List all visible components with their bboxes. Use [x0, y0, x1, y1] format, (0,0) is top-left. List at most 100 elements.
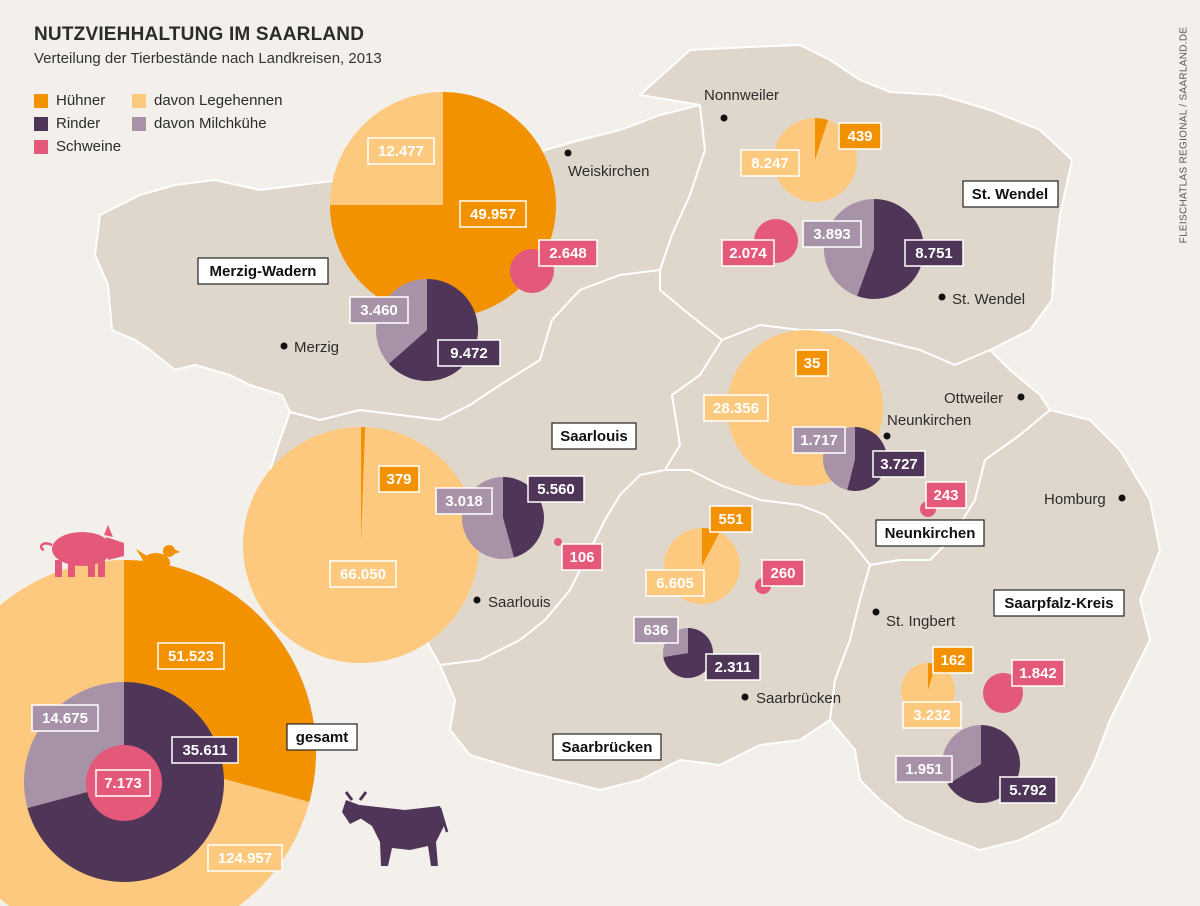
- legend-item-cattle: Rinder: [34, 115, 100, 132]
- value-label-text: 551: [718, 511, 743, 528]
- district-st-wendel: St. Wendel: [962, 180, 1059, 208]
- city-nonnweiler: Nonnweiler: [704, 87, 779, 122]
- svg-text:Neunkirchen: Neunkirchen: [887, 412, 971, 429]
- svg-text:St. Wendel: St. Wendel: [972, 186, 1048, 203]
- value-label-text: 1.717: [800, 432, 838, 449]
- district-saarbruecken: Saarbrücken: [552, 733, 662, 761]
- value-label-text: 1.842: [1019, 665, 1057, 682]
- value-label: 6.605: [645, 569, 705, 597]
- value-label-text: 124.957: [218, 850, 272, 867]
- value-label: 1.842: [1011, 659, 1065, 687]
- value-label-text: 2.648: [549, 245, 587, 262]
- value-label-text: 162: [940, 652, 965, 669]
- value-label: 1.717: [792, 426, 846, 454]
- value-label-text: 1.951: [905, 761, 943, 778]
- value-label-text: 12.477: [378, 143, 424, 160]
- pie-stwendel-chicken-part: [815, 118, 829, 160]
- value-label-text: 14.675: [42, 710, 88, 727]
- svg-text:Merzig-Wadern: Merzig-Wadern: [210, 263, 317, 280]
- district-neunkirchen: Neunkirchen: [875, 519, 985, 547]
- svg-text:Neunkirchen: Neunkirchen: [885, 525, 976, 542]
- value-label: 9.472: [437, 339, 501, 367]
- value-label: 3.018: [435, 487, 493, 515]
- city-neunkirchen: Neunkirchen: [883, 412, 971, 440]
- value-label: 35: [795, 349, 829, 377]
- value-label-text: 66.050: [340, 566, 386, 583]
- value-label: 28.356: [703, 394, 769, 422]
- value-label-text: 636: [643, 622, 668, 639]
- region-saarpfalz: [829, 409, 1161, 851]
- value-label-text: 3.460: [360, 302, 398, 319]
- city-ottweiler: Ottweiler: [944, 390, 1025, 407]
- value-label-text: 6.605: [656, 575, 694, 592]
- value-label-text: 8.751: [915, 245, 953, 262]
- pie-saarlouis-chicken-main: [242, 426, 479, 663]
- svg-text:Ottweiler: Ottweiler: [944, 390, 1003, 407]
- value-label: 49.957: [459, 200, 527, 228]
- value-labels: 12.477 49.957 2.648 3.460 9.472 439 8.247 3.893…: [31, 122, 1065, 872]
- pie-saarbruecken-chicken-part: [702, 528, 720, 566]
- legend-label-laying-hens: davon Legehennen: [154, 92, 283, 109]
- pig-icon: [40, 525, 124, 577]
- city-weiskirchen: Weiskirchen: [564, 149, 649, 180]
- value-label-text: 5.792: [1009, 782, 1047, 799]
- value-label-text: 2.074: [729, 245, 767, 262]
- city-merzig: Merzig: [280, 339, 339, 356]
- value-label: 551: [709, 505, 753, 533]
- city-saarlouis: Saarlouis: [473, 594, 551, 611]
- value-label-text: 7.173: [104, 775, 142, 792]
- value-label: 3.460: [349, 296, 409, 324]
- value-label: 379: [378, 465, 420, 493]
- value-label: 260: [761, 559, 805, 587]
- value-label: 2.648: [538, 239, 598, 267]
- district-merzig-wadern: Merzig-Wadern: [197, 257, 329, 285]
- value-label: 66.050: [329, 560, 397, 588]
- district-saarpfalz-kreis: Saarpfalz-Kreis: [993, 589, 1125, 617]
- value-label: 2.311: [705, 653, 761, 681]
- value-label: 3.893: [802, 220, 862, 248]
- district-saarlouis: Saarlouis: [551, 422, 637, 450]
- value-label: 12.477: [367, 137, 435, 165]
- svg-text:St. Ingbert: St. Ingbert: [886, 613, 956, 630]
- value-label-text: 51.523: [168, 648, 214, 665]
- value-label: 439: [838, 122, 882, 150]
- district-gesamt: gesamt: [286, 723, 358, 751]
- city-st-wendel: St. Wendel: [938, 291, 1025, 308]
- value-label-text: 35: [804, 355, 821, 372]
- legend-label-dairy-cows: davon Milchkühe: [154, 115, 267, 132]
- value-label: 8.247: [740, 149, 800, 177]
- value-label-text: 3.232: [913, 707, 951, 724]
- svg-text:Saarpfalz-Kreis: Saarpfalz-Kreis: [1004, 595, 1113, 612]
- value-label: 5.560: [527, 475, 585, 503]
- value-label-text: 28.356: [713, 400, 759, 417]
- value-label: 1.951: [895, 755, 953, 783]
- legend-item-pigs: Schweine: [34, 138, 121, 155]
- value-label-text: 3.727: [880, 456, 918, 473]
- city-labels: Nonnweiler Weiskirchen Merzig St. Wendel…: [280, 87, 1126, 707]
- svg-text:Saarbrücken: Saarbrücken: [562, 739, 653, 756]
- value-label: 243: [925, 481, 967, 509]
- value-label: 636: [633, 616, 679, 644]
- city-st-ingbert: St. Ingbert: [872, 608, 956, 630]
- legend-label-chicken: Hühner: [56, 92, 106, 109]
- pie-stwendel-chicken-main: [773, 118, 857, 202]
- value-label-text: 3.018: [445, 493, 483, 510]
- svg-text:Homburg: Homburg: [1044, 491, 1106, 508]
- value-label-text: 106: [569, 549, 594, 566]
- value-label: 3.727: [872, 450, 926, 478]
- value-label: 5.792: [999, 776, 1057, 804]
- value-label: 14.675: [31, 704, 99, 732]
- svg-text:Saarlouis: Saarlouis: [560, 428, 628, 445]
- value-label-text: 35.611: [182, 742, 227, 759]
- value-label-text: 243: [933, 487, 958, 504]
- svg-text:St. Wendel: St. Wendel: [952, 291, 1025, 308]
- pie-saarlouis-pigs: [554, 538, 562, 546]
- city-saarbruecken: Saarbrücken: [741, 690, 841, 707]
- page-title: NUTZVIEHHALTUNG IM SAARLAND: [34, 24, 365, 45]
- svg-text:gesamt: gesamt: [296, 729, 349, 746]
- legend-label-pigs: Schweine: [56, 138, 122, 155]
- legend-item-chicken: Hühner: [34, 92, 105, 109]
- pie-stwendel-cattle-main: [857, 199, 924, 299]
- value-label: 124.957: [207, 844, 283, 872]
